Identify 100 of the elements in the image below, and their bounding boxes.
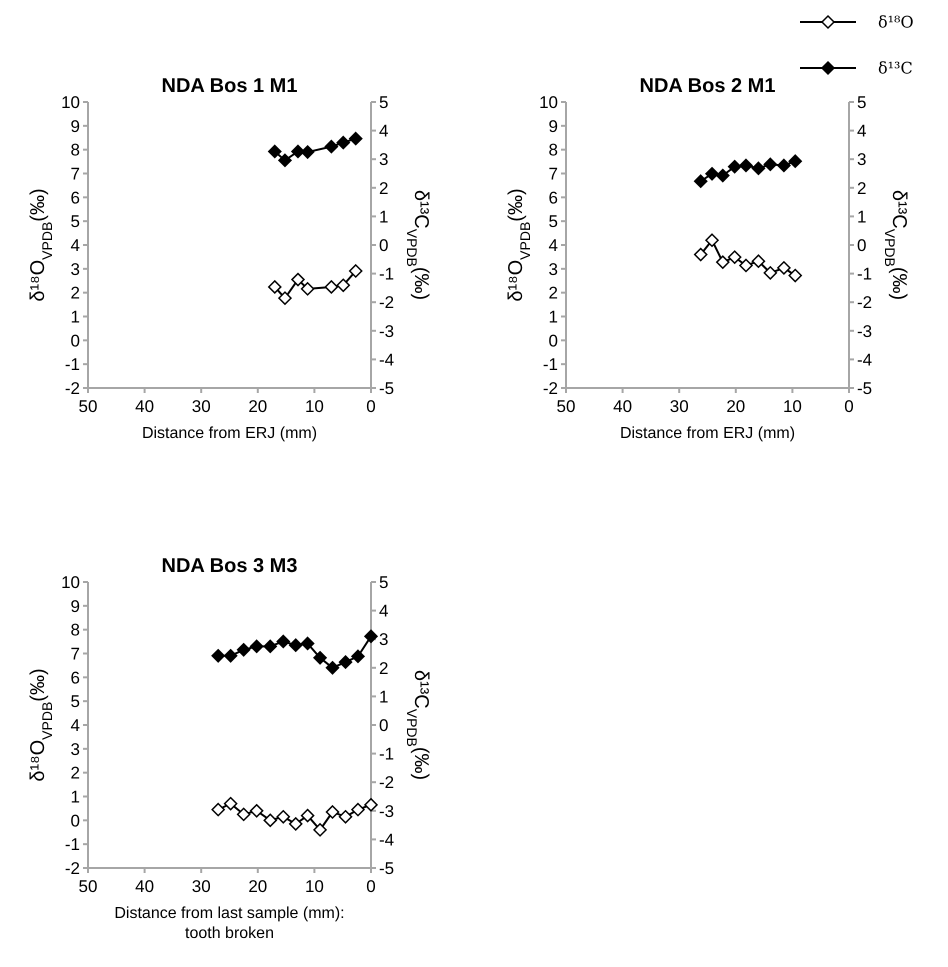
y2-tick-label: -4 bbox=[857, 350, 872, 370]
y2-tick-label: 4 bbox=[379, 122, 388, 141]
y2-tick-label: 0 bbox=[857, 236, 866, 255]
point bbox=[336, 278, 350, 292]
x-tick-label: 0 bbox=[366, 877, 376, 896]
x-tick-label: 40 bbox=[135, 397, 154, 416]
y-tick-label: -1 bbox=[64, 355, 80, 374]
x-tick-label: 50 bbox=[78, 877, 98, 896]
y-tick-label: 0 bbox=[70, 331, 80, 350]
x-axis-title: Distance from last sample (mm): tooth broken bbox=[114, 905, 345, 942]
point bbox=[364, 798, 378, 812]
chart-title: NDA Bos 2 M1 bbox=[640, 75, 776, 97]
point bbox=[250, 804, 264, 818]
x-tick-label: 0 bbox=[844, 397, 854, 416]
legend-label: δ¹³C bbox=[878, 58, 913, 78]
y-tick-label: 7 bbox=[548, 164, 558, 184]
legend-label: δ¹⁸O bbox=[878, 12, 914, 32]
y2-tick-label: 2 bbox=[379, 178, 388, 198]
y2-tick-label: 4 bbox=[857, 122, 866, 141]
y2-tick-label: -5 bbox=[379, 858, 394, 878]
point bbox=[313, 823, 327, 837]
y2-tick-label: 1 bbox=[379, 207, 388, 226]
y-tick-label: 3 bbox=[548, 260, 558, 279]
y2-tick-label: 4 bbox=[379, 602, 388, 621]
y-tick-label: 1 bbox=[70, 787, 80, 806]
x-tick-label: 30 bbox=[670, 397, 689, 416]
y-tick-label: 0 bbox=[70, 811, 80, 830]
point bbox=[288, 638, 302, 652]
point bbox=[694, 174, 708, 188]
point bbox=[728, 160, 742, 174]
point bbox=[348, 132, 362, 146]
x-tick-label: 50 bbox=[78, 397, 98, 416]
y-tick-label: -2 bbox=[64, 378, 80, 398]
point bbox=[752, 254, 766, 268]
point bbox=[236, 643, 250, 657]
point bbox=[264, 640, 277, 654]
chart-title: NDA Bos 1 M1 bbox=[162, 75, 298, 97]
point bbox=[326, 805, 340, 819]
x-tick-label: 10 bbox=[304, 397, 324, 416]
y2-tick-label: -4 bbox=[379, 350, 394, 370]
y-tick-label: 1 bbox=[548, 307, 558, 326]
y2-tick-label: 0 bbox=[379, 716, 388, 735]
y2-tick-label: 3 bbox=[379, 630, 388, 650]
point bbox=[716, 255, 730, 269]
point bbox=[705, 233, 719, 247]
y-tick-label: -2 bbox=[64, 858, 80, 878]
point bbox=[336, 136, 350, 150]
y-tick-label: 4 bbox=[70, 236, 80, 255]
x-axis-title: Distance from ERJ (mm) bbox=[142, 425, 318, 442]
point bbox=[288, 817, 302, 831]
y2-tick-label: 2 bbox=[379, 658, 388, 678]
y-tick-label: 2 bbox=[548, 284, 558, 303]
x-tick-label: 40 bbox=[613, 397, 632, 416]
y-tick-label: 0 bbox=[548, 331, 558, 350]
point bbox=[326, 661, 340, 675]
y-tick-label: 4 bbox=[548, 236, 558, 255]
point bbox=[211, 649, 225, 663]
y-tick-label: 6 bbox=[70, 188, 80, 208]
x-tick-label: 50 bbox=[556, 397, 576, 416]
y2-tick-label: 3 bbox=[857, 150, 866, 170]
point bbox=[276, 634, 290, 648]
y-tick-label: 4 bbox=[70, 716, 80, 735]
y2-tick-label: 3 bbox=[379, 150, 388, 170]
x-tick-label: 20 bbox=[248, 397, 268, 416]
x-tick-label: 10 bbox=[304, 877, 324, 896]
y2-tick-label: 1 bbox=[857, 207, 866, 226]
y-tick-label: 6 bbox=[548, 188, 558, 208]
point bbox=[300, 808, 314, 822]
point bbox=[694, 248, 708, 262]
y2-tick-label: -3 bbox=[857, 322, 872, 341]
y2-tick-label: -4 bbox=[379, 830, 394, 850]
point bbox=[764, 158, 778, 172]
point bbox=[752, 162, 766, 176]
y-tick-label: 7 bbox=[70, 644, 80, 664]
y2-tick-label: -1 bbox=[857, 264, 872, 284]
point bbox=[300, 282, 314, 296]
y-tick-label: -1 bbox=[542, 355, 558, 374]
y-tick-label: 3 bbox=[70, 260, 80, 279]
y-tick-label: 10 bbox=[61, 92, 80, 112]
y2-tick-label: 5 bbox=[379, 572, 388, 592]
y2-tick-label: -2 bbox=[379, 293, 394, 312]
x-tick-label: 0 bbox=[366, 397, 376, 416]
y-tick-label: 5 bbox=[70, 212, 80, 232]
y-tick-label: -2 bbox=[542, 378, 558, 398]
point bbox=[364, 630, 378, 644]
y-tick-label: 9 bbox=[70, 596, 80, 616]
point bbox=[788, 268, 802, 282]
point bbox=[351, 650, 365, 664]
y2-tick-label: -1 bbox=[379, 744, 394, 764]
y2-tick-label: -5 bbox=[379, 378, 394, 398]
y-tick-label: 5 bbox=[70, 692, 80, 712]
y-tick-label: 8 bbox=[70, 140, 80, 160]
y2-tick-label: -3 bbox=[379, 802, 394, 821]
point bbox=[313, 651, 327, 665]
y2-tick-label: 5 bbox=[857, 92, 866, 112]
point bbox=[211, 802, 225, 816]
point bbox=[739, 258, 753, 272]
point bbox=[236, 808, 250, 822]
point bbox=[324, 140, 338, 154]
x-axis-title: Distance from ERJ (mm) bbox=[620, 425, 796, 442]
